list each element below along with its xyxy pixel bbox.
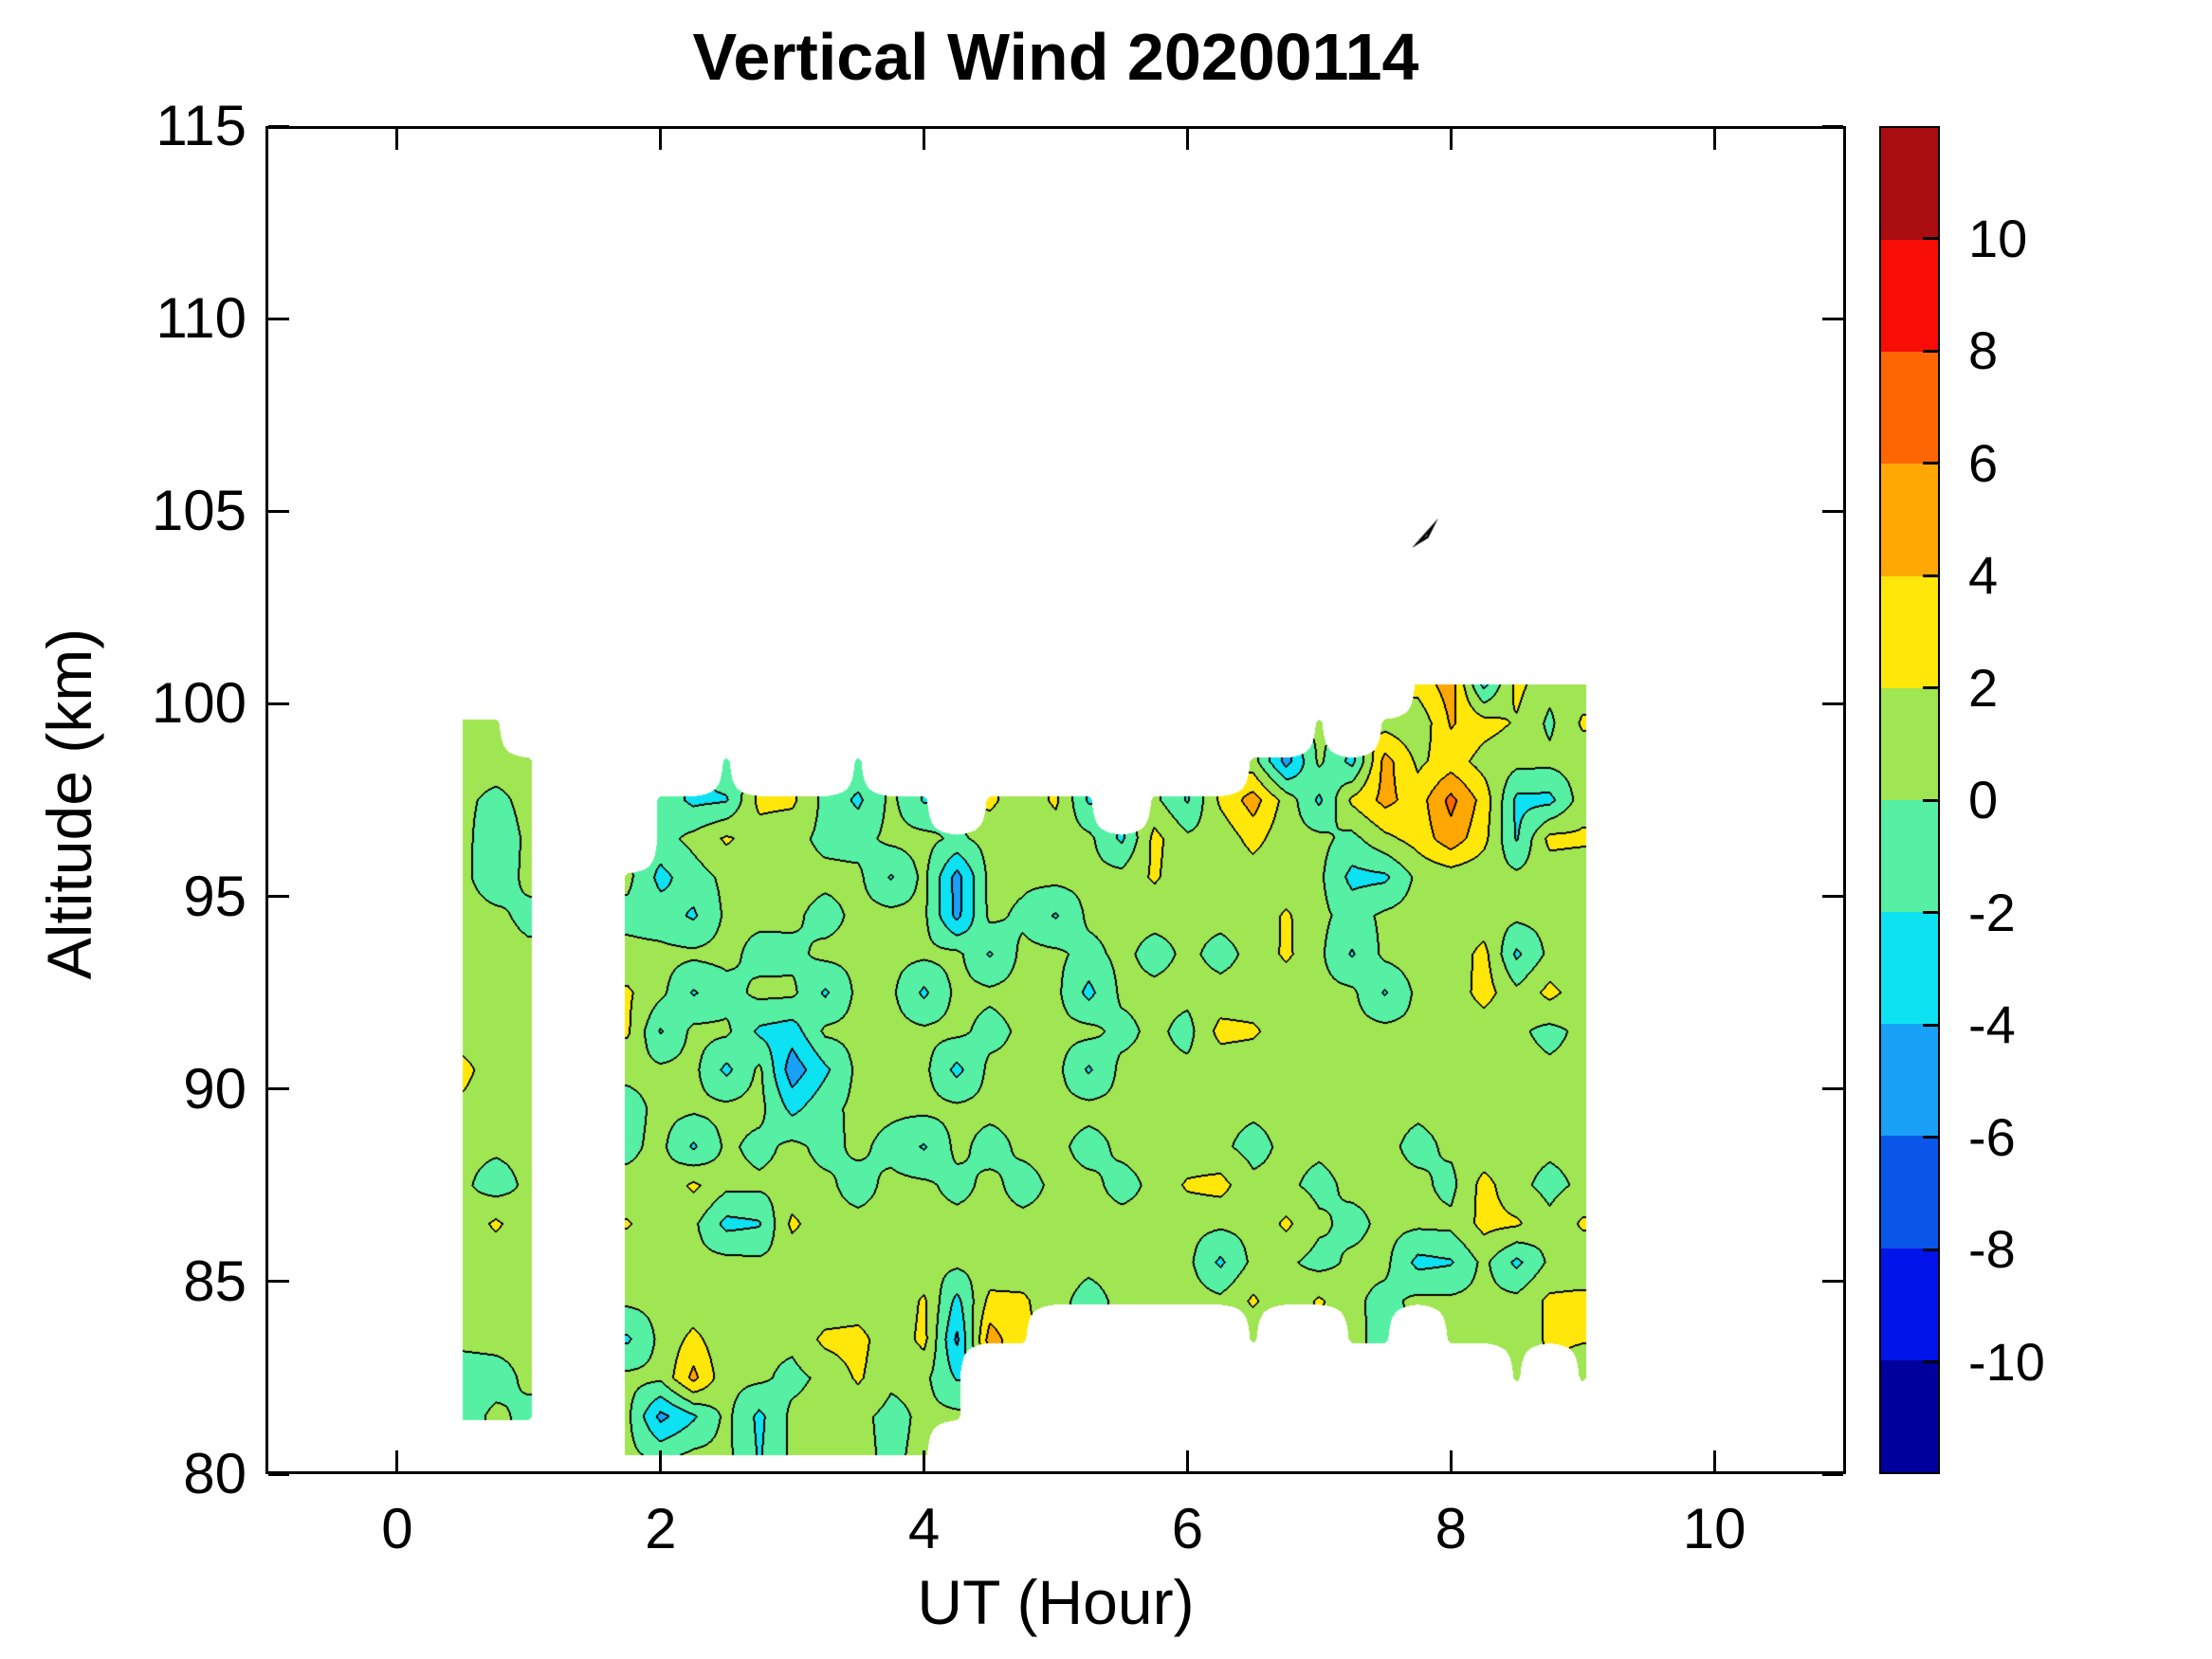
colorbar-tick bbox=[1923, 462, 1938, 465]
chart-title: Vertical Wind 20200114 bbox=[692, 20, 1419, 94]
x-tick bbox=[1449, 1450, 1453, 1471]
y-tick bbox=[268, 509, 289, 513]
x-tick bbox=[659, 1450, 663, 1471]
x-tick-label: 0 bbox=[381, 1497, 413, 1560]
colorbar-tick bbox=[1923, 1023, 1938, 1027]
colorbar-segment bbox=[1881, 1024, 1938, 1137]
colorbar-segment bbox=[1881, 464, 1938, 576]
x-tick-top bbox=[1449, 129, 1453, 150]
y-tick-label: 90 bbox=[183, 1056, 247, 1121]
colorbar-tick bbox=[1923, 798, 1938, 802]
y-tick bbox=[268, 702, 289, 705]
y-tick-right bbox=[1822, 1472, 1843, 1476]
y-tick-right bbox=[1822, 509, 1843, 513]
colorbar-tick bbox=[1923, 349, 1938, 353]
y-tick-right bbox=[1822, 317, 1843, 320]
y-tick-right bbox=[1822, 895, 1843, 899]
colorbar-tick-label: -4 bbox=[1968, 994, 2016, 1054]
colorbar-segment bbox=[1881, 128, 1938, 241]
colorbar-tick bbox=[1923, 911, 1938, 914]
colorbar-tick bbox=[1923, 686, 1938, 689]
colorbar-segment bbox=[1881, 687, 1938, 800]
x-tick-label: 8 bbox=[1435, 1497, 1467, 1560]
y-tick bbox=[268, 317, 289, 320]
y-tick-label: 115 bbox=[155, 94, 247, 157]
y-tick-label: 80 bbox=[183, 1442, 247, 1505]
colorbar-tick-label: -6 bbox=[1968, 1106, 2016, 1167]
colorbar-tick-label: 8 bbox=[1968, 320, 1999, 380]
colorbar-segment bbox=[1881, 240, 1938, 353]
x-tick-top bbox=[923, 129, 926, 150]
contour-canvas bbox=[265, 126, 1846, 1474]
x-tick bbox=[1712, 1450, 1716, 1471]
colorbar-tick-label: 2 bbox=[1968, 657, 1999, 718]
plot-area bbox=[265, 126, 1846, 1474]
y-tick-label: 100 bbox=[151, 671, 247, 736]
colorbar-segment bbox=[1881, 912, 1938, 1025]
y-tick-right bbox=[1822, 702, 1843, 705]
x-tick-top bbox=[659, 129, 663, 150]
x-tick bbox=[923, 1450, 926, 1471]
colorbar-tick bbox=[1923, 1360, 1938, 1363]
colorbar-segment bbox=[1881, 575, 1938, 688]
colorbar-segment bbox=[1881, 352, 1938, 465]
y-tick-label: 85 bbox=[183, 1249, 247, 1313]
y-tick bbox=[268, 1087, 289, 1091]
y-tick-right bbox=[1822, 124, 1843, 128]
colorbar-tick-label: 4 bbox=[1968, 545, 1999, 605]
x-tick-top bbox=[1712, 129, 1716, 150]
x-tick-label: 4 bbox=[907, 1497, 941, 1560]
colorbar-segment bbox=[1881, 1359, 1938, 1472]
y-tick bbox=[268, 124, 289, 128]
colorbar-tick bbox=[1923, 574, 1938, 577]
colorbar-tick-label: -8 bbox=[1968, 1219, 2016, 1279]
colorbar-segment bbox=[1881, 799, 1938, 913]
x-tick-label: 2 bbox=[645, 1497, 677, 1560]
x-tick-top bbox=[395, 129, 399, 150]
x-tick bbox=[395, 1450, 399, 1471]
x-tick-top bbox=[1185, 129, 1189, 150]
y-tick bbox=[268, 895, 289, 899]
colorbar-segment bbox=[1881, 1136, 1938, 1249]
colorbar-tick bbox=[1923, 1136, 1938, 1139]
y-tick-right bbox=[1822, 1087, 1843, 1091]
colorbar-tick bbox=[1923, 1248, 1938, 1251]
colorbar-segment bbox=[1881, 1248, 1938, 1360]
colorbar bbox=[1879, 126, 1940, 1474]
y-tick bbox=[268, 1472, 289, 1476]
colorbar-tick-label: -2 bbox=[1968, 882, 2016, 942]
y-tick-label: 95 bbox=[183, 864, 247, 928]
x-tick bbox=[1185, 1450, 1189, 1471]
colorbar-tick-label: -10 bbox=[1968, 1331, 2045, 1392]
colorbar-tick-label: 10 bbox=[1968, 208, 2028, 268]
colorbar-tick bbox=[1923, 237, 1938, 240]
x-axis-label: UT (Hour) bbox=[917, 1567, 1195, 1637]
colorbar-tick-label: 0 bbox=[1968, 770, 1999, 830]
y-tick-label: 110 bbox=[155, 286, 247, 351]
x-tick-label: 10 bbox=[1682, 1497, 1746, 1560]
y-tick-label: 105 bbox=[151, 479, 247, 543]
y-tick bbox=[268, 1280, 289, 1284]
y-tick-right bbox=[1822, 1280, 1843, 1284]
x-tick-label: 6 bbox=[1171, 1497, 1204, 1560]
colorbar-tick-label: 6 bbox=[1968, 432, 1999, 493]
